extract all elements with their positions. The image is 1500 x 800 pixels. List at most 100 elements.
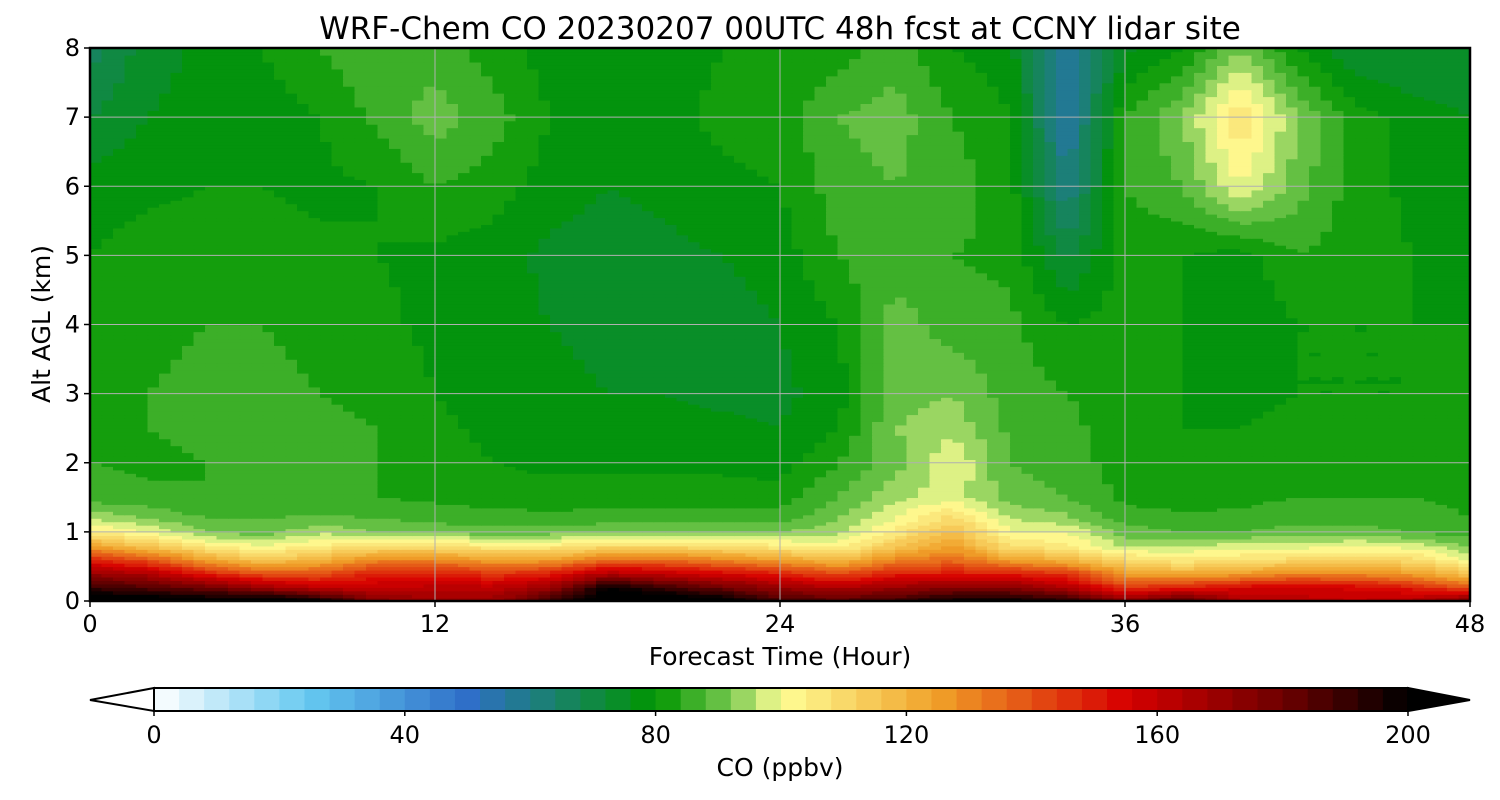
- heatmap-cell: [515, 538, 528, 543]
- heatmap-cell: [1332, 535, 1345, 540]
- heatmap-cell: [343, 573, 356, 578]
- heatmap-cell: [1378, 497, 1391, 502]
- heatmap-cell: [1021, 524, 1034, 530]
- heatmap-cell: [1182, 493, 1195, 499]
- heatmap-cell: [354, 490, 367, 495]
- heatmap-cell: [676, 559, 689, 564]
- heatmap-cell: [1217, 576, 1230, 581]
- heatmap-cell: [193, 580, 206, 585]
- heatmap-cell: [1228, 542, 1241, 547]
- heatmap-cell: [239, 583, 252, 588]
- heatmap-cell: [1148, 466, 1161, 471]
- heatmap-cell: [377, 587, 390, 592]
- heatmap-cell: [734, 587, 747, 592]
- heatmap-cell: [527, 594, 540, 599]
- heatmap-cell: [941, 493, 954, 499]
- heatmap-cell: [837, 521, 850, 526]
- heatmap-cell: [1125, 497, 1138, 502]
- heatmap-cell: [170, 542, 183, 547]
- heatmap-cell: [653, 507, 666, 512]
- heatmap-cell: [136, 559, 149, 564]
- heatmap-cell: [216, 507, 229, 512]
- heatmap-cell: [849, 459, 862, 464]
- heatmap-cell: [515, 587, 528, 592]
- heatmap-cell: [1228, 597, 1241, 602]
- heatmap-cell: [688, 466, 701, 471]
- heatmap-cell: [239, 542, 252, 547]
- heatmap-cell: [1332, 566, 1345, 571]
- heatmap-cell: [676, 476, 689, 481]
- heatmap-cell: [642, 497, 655, 502]
- heatmap-cell: [1010, 583, 1023, 588]
- heatmap-cell: [895, 493, 908, 499]
- heatmap-cell: [205, 566, 218, 571]
- heatmap-cell: [515, 500, 528, 505]
- heatmap-cell: [987, 493, 1000, 499]
- heatmap-cell: [561, 580, 574, 585]
- heatmap-cell: [101, 469, 114, 474]
- heatmap-cell: [262, 493, 275, 499]
- heatmap-cell: [676, 552, 689, 557]
- heatmap-cell: [1079, 483, 1092, 488]
- heatmap-cell: [90, 462, 103, 467]
- heatmap-cell: [699, 521, 712, 526]
- heatmap-cell: [124, 490, 137, 495]
- heatmap-cell: [584, 511, 597, 516]
- heatmap-cell: [274, 528, 287, 533]
- heatmap-cell: [1136, 507, 1149, 512]
- heatmap-cell: [1447, 576, 1460, 581]
- heatmap-cell: [1366, 493, 1379, 499]
- heatmap-cell: [147, 462, 160, 467]
- heatmap-cell: [366, 507, 379, 512]
- heatmap-cell: [895, 538, 908, 543]
- heatmap-cell: [182, 552, 195, 557]
- heatmap-cell: [527, 524, 540, 530]
- heatmap-cell: [941, 528, 954, 533]
- heatmap-cell: [366, 483, 379, 488]
- heatmap-cell: [860, 562, 873, 568]
- heatmap-cell: [849, 545, 862, 550]
- heatmap-cell: [320, 493, 333, 499]
- heatmap-cell: [297, 521, 310, 526]
- heatmap-cell: [251, 507, 264, 512]
- heatmap-cell: [883, 535, 896, 540]
- heatmap-cell: [780, 514, 793, 519]
- heatmap-cell: [975, 576, 988, 581]
- heatmap-cell: [722, 483, 735, 488]
- heatmap-cell: [1079, 573, 1092, 578]
- heatmap-cell: [285, 597, 298, 602]
- heatmap-cell: [768, 459, 781, 464]
- heatmap-cell: [1113, 511, 1126, 516]
- heatmap-cell: [228, 521, 241, 526]
- heatmap-cell: [1067, 531, 1080, 537]
- heatmap-cell: [1067, 473, 1080, 478]
- heatmap-cell: [849, 538, 862, 543]
- heatmap-cell: [619, 493, 632, 499]
- heatmap-cell: [1217, 497, 1230, 502]
- heatmap-cell: [987, 497, 1000, 502]
- heatmap-cell: [745, 552, 758, 557]
- heatmap-cell: [849, 497, 862, 502]
- heatmap-cell: [274, 573, 287, 578]
- heatmap-cell: [1159, 528, 1172, 533]
- heatmap-cell: [883, 580, 896, 585]
- heatmap-cell: [1102, 497, 1115, 502]
- heatmap-cell: [331, 535, 344, 540]
- heatmap-cell: [1355, 590, 1368, 595]
- heatmap-cell: [343, 459, 356, 464]
- heatmap-cell: [331, 587, 344, 592]
- heatmap-cell: [239, 500, 252, 505]
- heatmap-cell: [182, 531, 195, 537]
- heatmap-cell: [596, 493, 609, 499]
- heatmap-cell: [688, 469, 701, 474]
- heatmap-cell: [987, 580, 1000, 585]
- heatmap-cell: [228, 556, 241, 561]
- heatmap-cell: [1332, 590, 1345, 595]
- heatmap-cell: [159, 597, 172, 602]
- heatmap-cell: [941, 566, 954, 571]
- heatmap-cell: [1021, 518, 1034, 523]
- heatmap-cell: [285, 466, 298, 471]
- heatmap-cell: [159, 473, 172, 478]
- heatmap-cell: [124, 493, 137, 499]
- heatmap-cell: [837, 535, 850, 540]
